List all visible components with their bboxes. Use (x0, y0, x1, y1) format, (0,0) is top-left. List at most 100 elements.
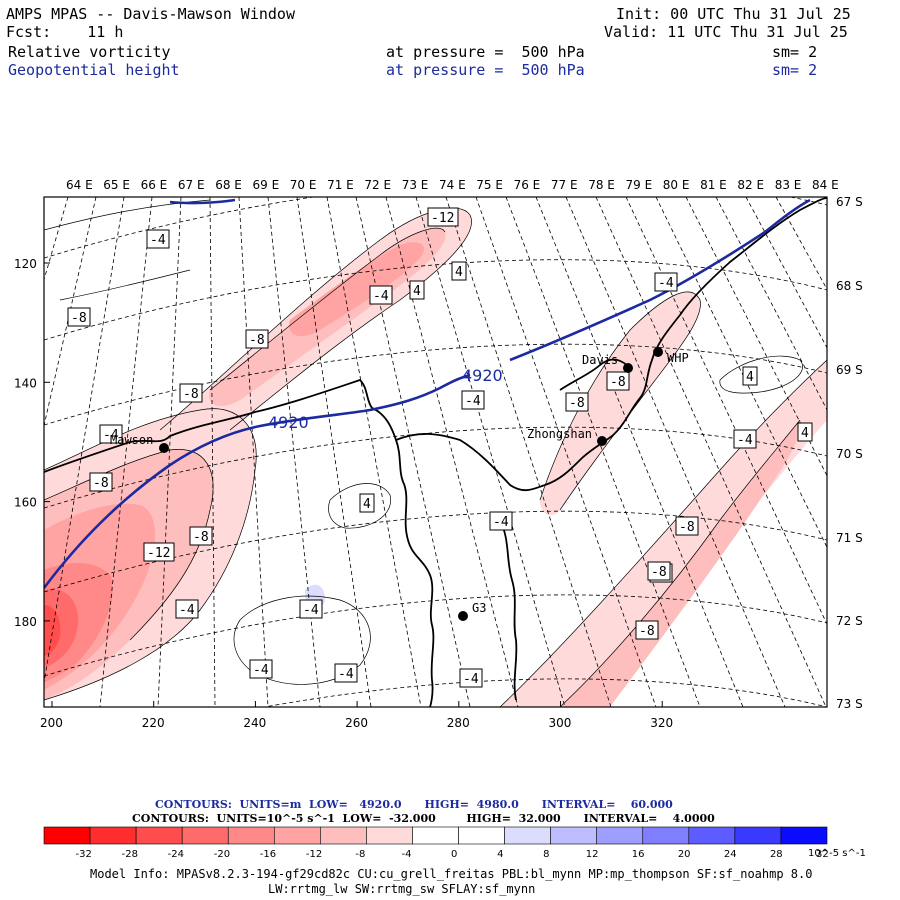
graticule (44, 197, 827, 707)
y-ticks: 120 140 160 180 (14, 257, 50, 629)
colorbar-swatch (135, 826, 183, 845)
vorticity-label: 4 (359, 493, 375, 513)
vorticity-label: -8 (565, 392, 589, 412)
vorticity-label: -4 (369, 285, 393, 305)
vorticity-label: -8 (189, 526, 213, 546)
forecast-hour: Fcst: 11 h (6, 23, 124, 41)
vorticity-label-text: -4 (338, 667, 354, 682)
lon-label: 67 E (178, 178, 205, 192)
lon-label: 72 E (364, 178, 391, 192)
field2-sm: sm= 2 (772, 61, 818, 79)
colorbar-label: 28 (770, 849, 783, 860)
colorbar-swatch (734, 826, 782, 845)
colorbar-label: 20 (678, 849, 691, 860)
lon-label: 84 E (812, 178, 839, 192)
colorbar-label: -24 (168, 849, 184, 860)
vorticity-label-text: -4 (465, 394, 481, 409)
lon-label: 78 E (588, 178, 615, 192)
vorticity-label: -8 (647, 561, 671, 581)
vorticity-label-text: -12 (431, 211, 454, 226)
colorbar-label: -28 (122, 849, 138, 860)
vorticity-label: 4 (451, 261, 467, 281)
colorbar-swatch (273, 826, 321, 845)
vorticity-label-text: -4 (103, 428, 119, 443)
lon-label: 70 E (290, 178, 317, 192)
station-label: WHP (667, 351, 689, 365)
vorticity-label: -4 (299, 599, 323, 619)
lon-label: 68 E (215, 178, 242, 192)
colorbar-unit: 10^-5 s^-1 (808, 848, 866, 859)
height-contours (44, 198, 811, 589)
station-label: G3 (472, 601, 486, 615)
vorticity-label-text: -4 (658, 276, 674, 291)
x-tick-label: 320 (650, 716, 673, 730)
vorticity-label-text: -8 (249, 333, 265, 348)
vorticity-label-text: -4 (737, 433, 753, 448)
colorbar-swatch (181, 826, 229, 845)
y-tick-label: 120 (14, 257, 37, 271)
plot-title: AMPS MPAS -- Davis-Mawson Window (6, 5, 295, 23)
vorticity-label-text: -4 (253, 663, 269, 678)
colorbar-swatch (504, 826, 551, 845)
field1-sm: sm= 2 (772, 43, 818, 61)
lon-label: 73 E (402, 178, 429, 192)
colorbar-label: -20 (214, 849, 230, 860)
vorticity-label: -4 (733, 429, 757, 449)
vorticity-label: -4 (175, 599, 199, 619)
colorbar-swatch (366, 826, 413, 845)
vorticity-label: -4 (334, 663, 358, 683)
x-tick-label: 220 (142, 716, 165, 730)
colorbar (43, 826, 828, 845)
vorticity-label: 4 (409, 280, 425, 300)
colorbar-swatch (43, 826, 91, 845)
vorticity-label-text: -12 (147, 546, 170, 561)
colorbar-label: -4 (401, 849, 411, 860)
lat-label: 73 S (836, 697, 863, 711)
station-label: Zhongshan (527, 427, 592, 441)
colorbar-label: 16 (632, 849, 645, 860)
vorticity-label: -4 (99, 424, 123, 444)
colorbar-swatch (642, 826, 690, 845)
lat-label: 72 S (836, 614, 863, 628)
vorticity-label-text: 4 (801, 426, 809, 441)
colorbar-swatch (780, 826, 828, 845)
vorticity-label-text: -4 (179, 603, 195, 618)
lat-label: 71 S (836, 531, 863, 545)
station-label: Mawson (110, 433, 153, 447)
vorticity-label: -4 (459, 668, 483, 688)
colorbar-swatch (688, 826, 736, 845)
vorticity-label: -4 (654, 272, 678, 292)
colorbar-swatch (550, 826, 598, 845)
colorbar-swatch (596, 826, 644, 845)
vorticity-label-text: -8 (679, 520, 695, 535)
station-mawson: Mawson (110, 433, 169, 453)
vorticity-label-text: -4 (463, 672, 479, 687)
x-tick-label: 260 (345, 716, 368, 730)
vorticity-label: -4 (146, 229, 170, 249)
colorbar-swatch (320, 826, 367, 845)
lon-label: 77 E (551, 178, 578, 192)
x-tick-label: 240 (243, 716, 266, 730)
vorticity-label: -12 (143, 542, 175, 562)
vorticity-label-text: -4 (373, 289, 389, 304)
station-whp: WHP (653, 347, 689, 365)
vorticity-label-text: -8 (193, 530, 209, 545)
field2-name: Geopotential height (8, 61, 180, 79)
vorticity-label: -8 (67, 307, 91, 327)
colorbar-swatch (458, 826, 505, 845)
lat-label: 70 S (836, 447, 863, 461)
y-tick-label: 180 (14, 615, 37, 629)
model-info-physics: LW:rrtmg_lw SW:rrtmg_sw SFLAY:sf_mynn (268, 882, 536, 896)
lon-label: 75 E (476, 178, 503, 192)
vorticity-label: -8 (635, 620, 659, 640)
vorticity-label: -4 (461, 390, 485, 410)
colorbar-label: -32 (76, 849, 92, 860)
vorticity-label-text: -8 (610, 375, 626, 390)
vorticity-label-text: 4 (413, 284, 421, 299)
colorbar-label: 12 (586, 849, 599, 860)
colorbar-swatch (412, 826, 459, 845)
colorbar-label: 32 (816, 849, 829, 860)
vorticity-label-text: 4 (455, 265, 463, 280)
colorbar-labels: -32 -28 -24 -20 -16 -12 -8 -4 0 4 8 12 16 20 24 28 32 (76, 849, 829, 860)
